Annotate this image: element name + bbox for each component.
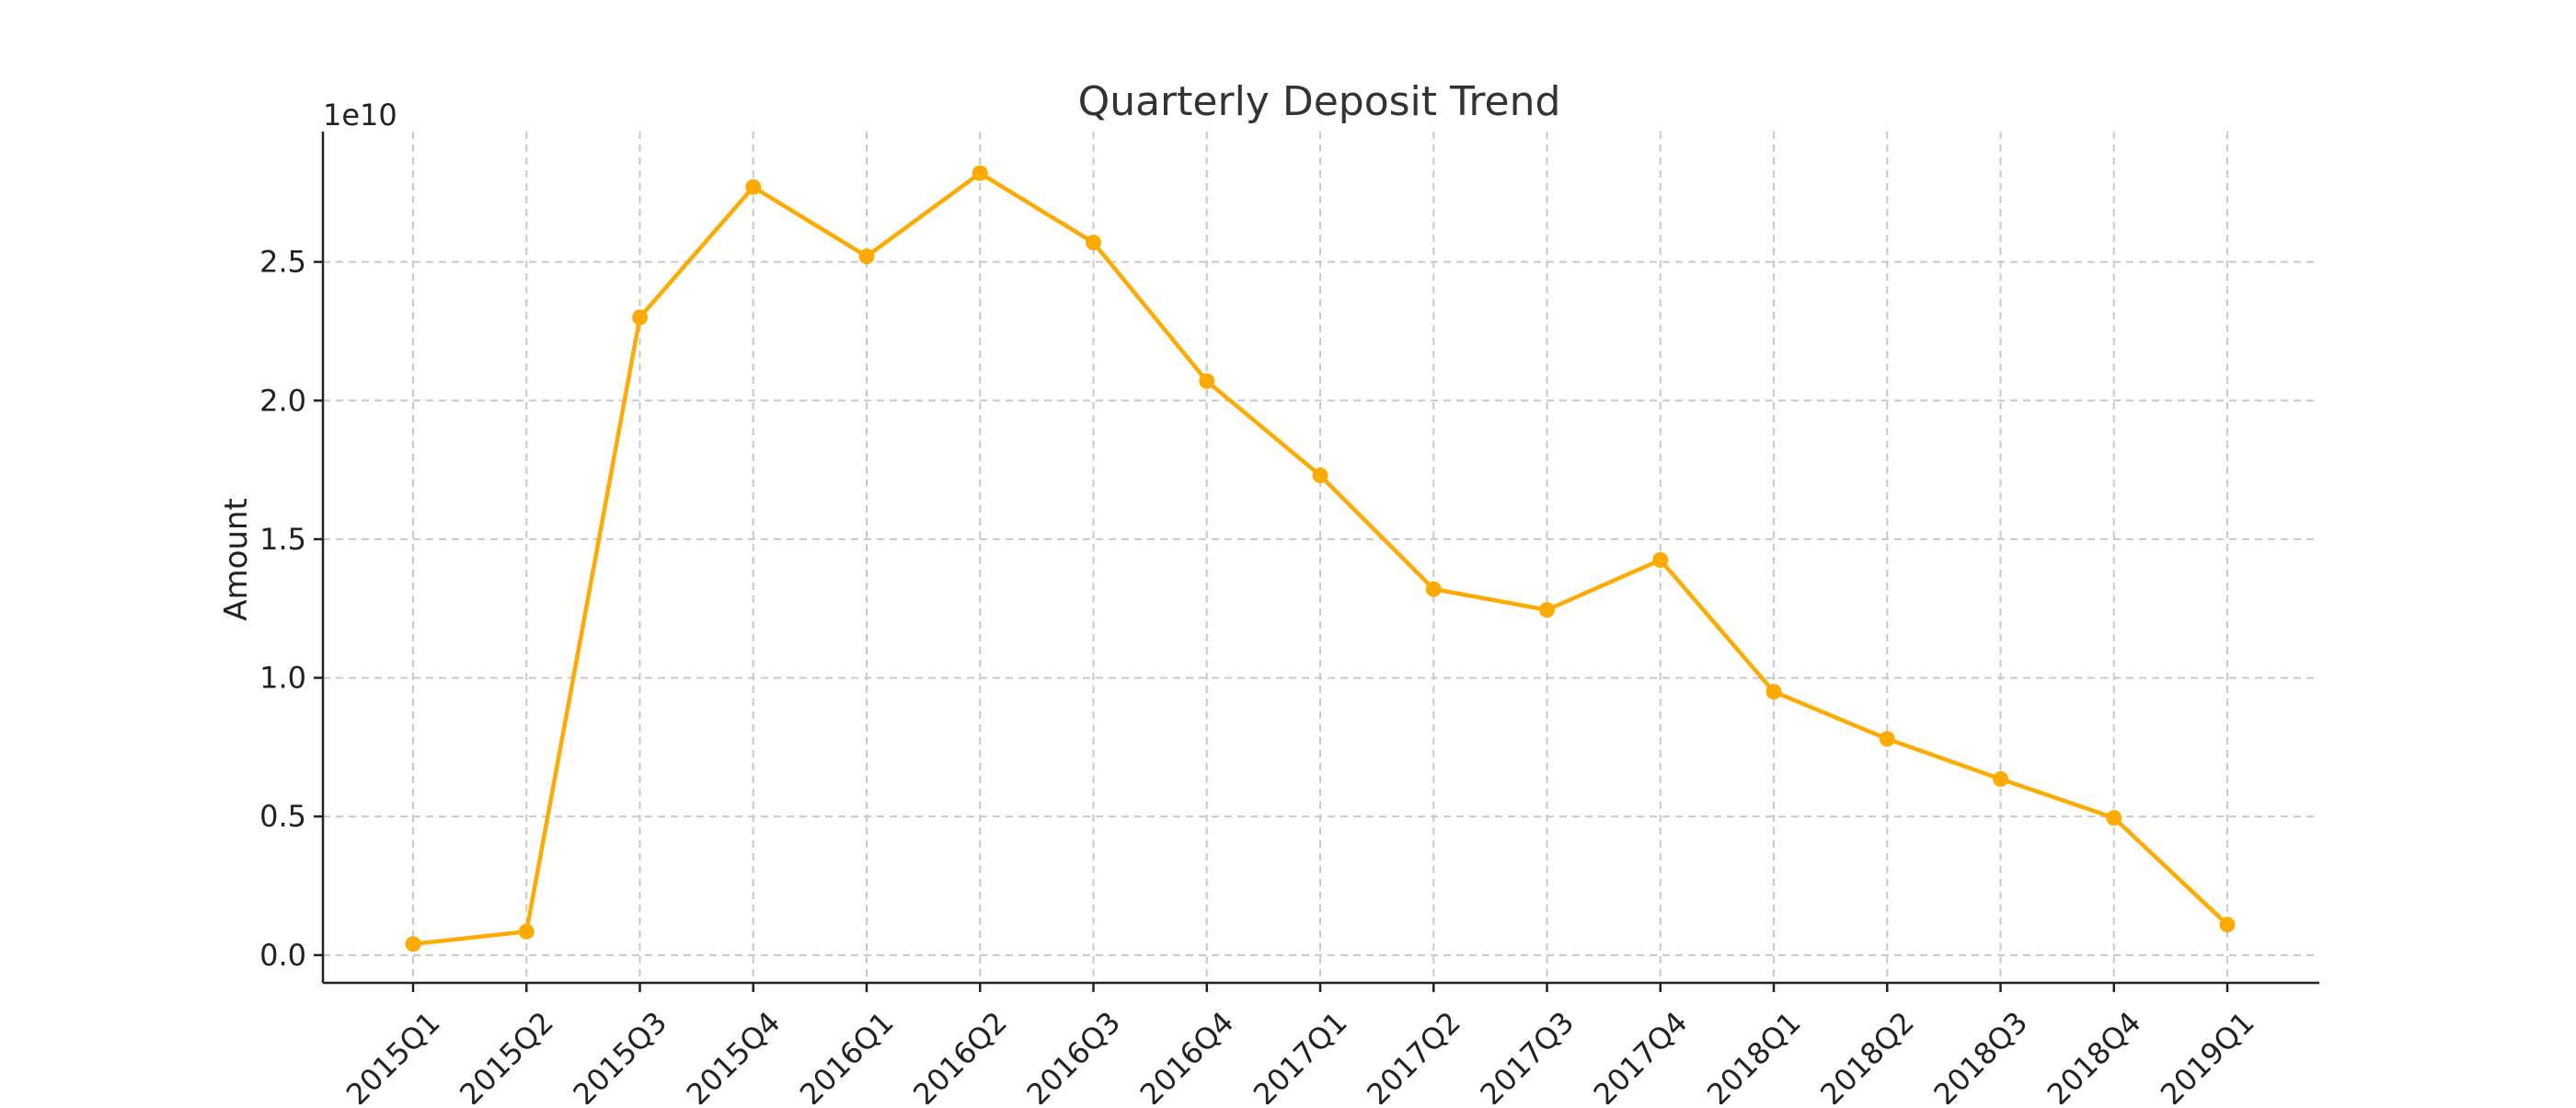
data-point: [1199, 373, 1215, 389]
x-tick-label: 2017Q1: [1247, 1005, 1354, 1104]
y-axis-label: Amount: [218, 498, 255, 621]
y-axis-offset-label: 1e10: [323, 98, 397, 133]
chart-title: Quarterly Deposit Trend: [1078, 78, 1561, 125]
data-point: [858, 248, 875, 265]
series-layer: [405, 165, 2236, 952]
data-point: [1539, 602, 1555, 618]
x-tick-label: 2019Q1: [2154, 1005, 2261, 1104]
data-point: [972, 165, 988, 181]
labels-layer: Quarterly Deposit Trend 1e10 Amount: [218, 78, 1560, 621]
x-tick-label: 2016Q2: [906, 1005, 1014, 1104]
data-point: [1879, 731, 1895, 747]
data-point: [2106, 810, 2122, 826]
y-tick-label: 1.0: [259, 661, 306, 696]
data-point: [1993, 771, 2008, 788]
data-point: [518, 923, 535, 940]
data-point: [1652, 552, 1669, 569]
x-tick-label: 2017Q2: [1360, 1005, 1467, 1104]
data-point: [1765, 684, 1782, 700]
data-point: [1086, 235, 1101, 251]
x-tick-label: 2015Q3: [566, 1005, 673, 1104]
x-tick-label: 2016Q4: [1133, 1005, 1241, 1104]
x-tick-label: 2018Q1: [1700, 1005, 1808, 1104]
x-tick-label: 2015Q1: [339, 1005, 447, 1104]
axes: 0.0 0.5 1.0 1.5 2.0 2.5 2015Q1 2015Q2 2015Q3 2015…: [259, 132, 2319, 1108]
x-tick-label: 2015Q2: [453, 1005, 560, 1104]
data-point: [745, 179, 762, 195]
x-tick-label: 2016Q3: [1019, 1005, 1127, 1104]
x-tick-label: 2018Q3: [1926, 1005, 2034, 1104]
data-point: [632, 309, 648, 326]
y-tick-label: 2.0: [259, 383, 306, 418]
x-tick-label: 2017Q4: [1587, 1005, 1695, 1104]
data-point: [1425, 581, 1442, 597]
data-point: [2219, 917, 2236, 933]
grid-layer: [323, 132, 2319, 983]
x-tick-label: 2015Q4: [680, 1005, 788, 1104]
x-tick-label: 2017Q3: [1473, 1005, 1581, 1104]
y-tick-label: 0.5: [259, 799, 306, 834]
x-tick-label: 2018Q2: [1813, 1005, 1921, 1104]
x-tick-label: 2016Q1: [793, 1005, 901, 1104]
data-point: [405, 936, 421, 952]
x-tick-label: 2018Q4: [2041, 1005, 2148, 1104]
data-point: [1312, 467, 1328, 484]
y-tick-label: 0.0: [259, 938, 306, 973]
y-tick-label: 1.5: [259, 522, 306, 557]
y-tick-label: 2.5: [259, 245, 306, 280]
